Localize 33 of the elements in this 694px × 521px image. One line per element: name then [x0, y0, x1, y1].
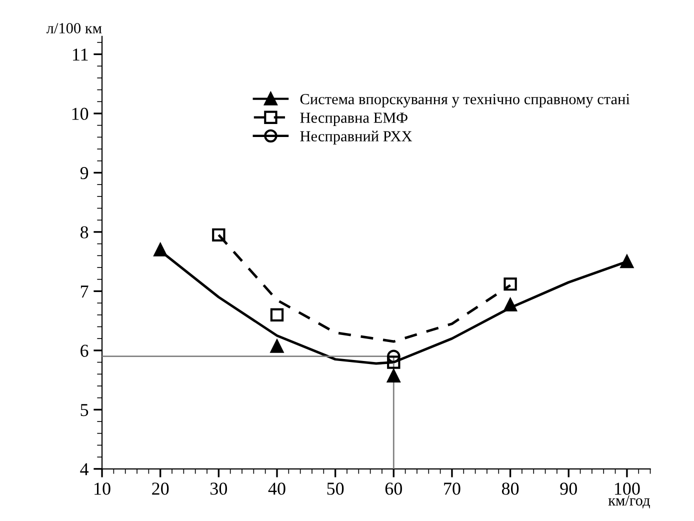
legend-label: Несправна ЕМФ: [300, 112, 408, 126]
point: [270, 340, 284, 353]
x-tick-label: 70: [444, 482, 460, 495]
x-tick-label: 20: [152, 482, 169, 495]
x-tick-label: 60: [385, 482, 402, 495]
y-tick-label: 10: [72, 108, 88, 120]
x-axis-title: км/год: [608, 495, 650, 508]
legend-label: Несправний РХХ: [300, 130, 412, 145]
y-tick-label: 8: [80, 226, 88, 238]
x-tick-label: 90: [560, 482, 577, 495]
legend-label: Система впорскування у технічно справному стані: [300, 94, 630, 108]
x-tick-label: 40: [268, 482, 286, 495]
y-tick-label: 7: [80, 286, 88, 298]
y-axis-title: л/100 км: [46, 23, 102, 34]
point: [504, 277, 517, 291]
y-tick-label: 6: [80, 344, 88, 357]
point: [620, 254, 634, 268]
point: [212, 228, 226, 242]
x-tick-label: 30: [210, 482, 228, 495]
point: [504, 298, 517, 312]
x-tick-label: 50: [327, 482, 344, 495]
point: [387, 350, 400, 363]
y-tick-label: 5: [80, 404, 88, 416]
point: [154, 243, 167, 256]
point: [387, 356, 400, 369]
x-tick-label: 80: [502, 482, 519, 495]
x-tick-label: 100: [614, 482, 640, 495]
x-tick-label: 10: [94, 482, 110, 495]
y-tick-label: 11: [73, 48, 88, 61]
point: [387, 369, 400, 382]
point: [270, 308, 284, 322]
y-tick-label: 4: [80, 463, 89, 476]
y-tick-label: 9: [80, 167, 88, 180]
